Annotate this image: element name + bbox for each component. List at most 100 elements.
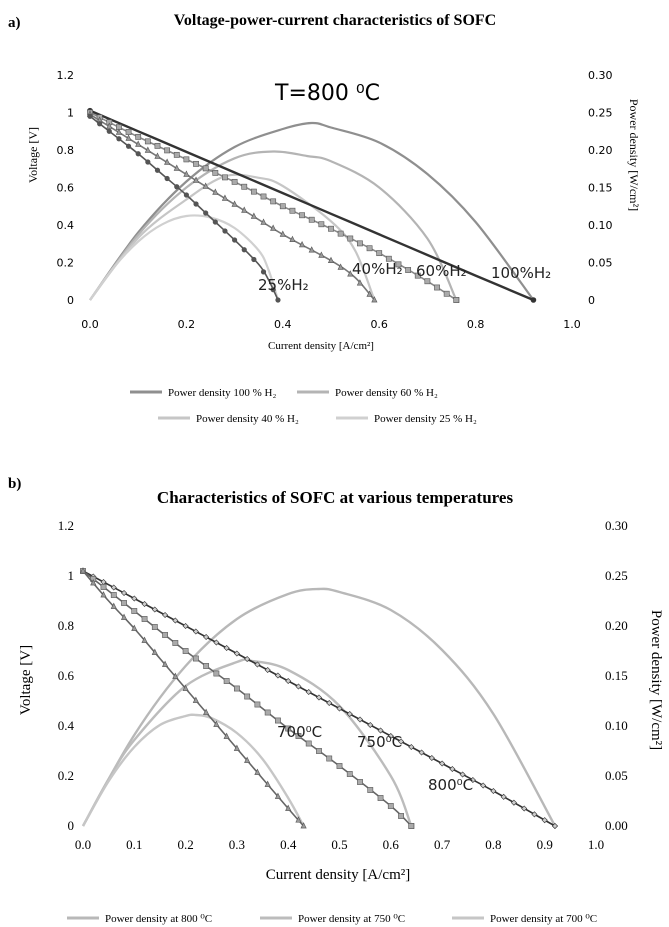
voltage-marker: [270, 198, 277, 205]
voltage-marker: [285, 804, 292, 811]
voltage-marker: [141, 616, 148, 622]
x-tick-label: 1.0: [588, 837, 604, 852]
voltage-marker: [346, 771, 353, 777]
voltage-marker: [172, 617, 179, 624]
voltage-marker: [299, 212, 305, 219]
legend-label: Power density at 750 ⁰C: [298, 913, 405, 925]
panel-a-annotation: T=800 ⁰C: [274, 81, 380, 106]
voltage-marker: [241, 183, 248, 190]
voltage-marker: [223, 644, 230, 652]
y-left-tick-label: 0: [67, 294, 74, 307]
voltage-marker: [144, 138, 151, 145]
voltage-marker: [244, 693, 251, 700]
voltage-marker: [131, 608, 138, 614]
voltage-marker: [250, 188, 257, 195]
voltage-marker: [173, 164, 180, 171]
power-curve-1: [89, 150, 458, 301]
voltage-marker: [213, 720, 220, 727]
voltage-marker: [414, 272, 421, 279]
y-left-tick-label: 0.8: [57, 144, 75, 157]
voltage-marker: [234, 685, 240, 692]
voltage-marker: [357, 240, 363, 247]
voltage-marker: [295, 816, 302, 823]
voltage-marker: [367, 787, 374, 793]
legend-label: Power density 40 % H₂: [196, 413, 299, 425]
voltage-marker: [367, 721, 374, 729]
voltage-marker: [387, 803, 394, 809]
voltage-marker: [212, 188, 219, 195]
voltage-marker: [295, 733, 302, 739]
voltage-marker: [377, 795, 384, 801]
voltage-marker: [408, 823, 415, 829]
panel-b-label: b): [8, 476, 21, 492]
voltage-marker: [385, 255, 392, 262]
y-right-tick-label: 0.00: [605, 818, 628, 833]
voltage-marker: [305, 740, 312, 747]
voltage-marker: [308, 246, 315, 253]
voltage-series-2: [79, 567, 307, 829]
voltage-marker: [172, 672, 179, 679]
voltage-marker: [530, 297, 537, 303]
voltage-marker: [418, 749, 425, 756]
voltage-marker: [131, 595, 138, 602]
voltage-marker: [192, 696, 199, 703]
power-curve-0: [81, 587, 557, 827]
voltage-marker: [346, 710, 353, 718]
panel-b-legend: Power density at 800 ⁰C Power density at …: [67, 913, 597, 925]
x-tick-label: 0.8: [485, 837, 501, 852]
voltage-marker: [274, 792, 282, 799]
voltage-marker: [254, 661, 261, 668]
y-left-tick-label: 1: [67, 107, 74, 120]
voltage-marker: [428, 754, 435, 762]
voltage-marker: [135, 140, 142, 147]
voltage-marker: [145, 159, 151, 165]
voltage-marker: [366, 245, 373, 252]
voltage-marker: [106, 128, 112, 134]
voltage-marker: [251, 256, 257, 263]
voltage-curve-2: [89, 113, 376, 301]
y-right-tick-label: 0.15: [605, 668, 628, 683]
voltage-marker: [121, 589, 128, 597]
curve-label: 750⁰C: [357, 733, 402, 751]
voltage-series-0: [87, 107, 537, 303]
voltage-marker: [212, 169, 219, 176]
voltage-marker: [439, 760, 446, 767]
voltage-series-1: [87, 109, 460, 303]
voltage-marker: [241, 247, 247, 253]
voltage-marker: [192, 628, 199, 635]
voltage-marker: [459, 771, 466, 778]
voltage-marker: [308, 216, 315, 223]
y-left-tick-label: 1.2: [57, 69, 75, 82]
voltage-marker: [289, 207, 296, 214]
voltage-marker: [87, 113, 93, 119]
y-right-tick-label: 0.25: [605, 568, 628, 583]
legend-label: Power density at 800 ⁰C: [105, 913, 212, 925]
voltage-marker: [551, 822, 558, 830]
y-left-tick-label: 0.6: [57, 182, 75, 195]
voltage-marker: [120, 613, 128, 620]
x-tick-label: 0.6: [383, 837, 400, 852]
voltage-marker: [233, 650, 240, 657]
voltage-marker: [264, 666, 271, 674]
voltage-marker: [183, 170, 190, 177]
legend-label: Power density 60 % H₂: [335, 387, 438, 399]
voltage-curve-0: [89, 109, 534, 302]
voltage-marker: [222, 228, 228, 234]
voltage-marker: [398, 813, 404, 819]
voltage-marker: [162, 611, 169, 619]
legend-label: Power density 100 % H₂: [168, 387, 276, 399]
voltage-marker: [480, 782, 487, 789]
voltage-marker: [356, 279, 364, 286]
y-right-tick-label: 0.30: [588, 69, 613, 82]
curve-label: 25%H₂: [258, 276, 309, 294]
y-left-tick-label: 1.2: [58, 518, 74, 533]
voltage-marker: [164, 175, 170, 182]
voltage-marker: [173, 151, 180, 158]
y-right-tick-label: 0: [588, 294, 595, 307]
voltage-marker: [183, 156, 190, 163]
voltage-marker: [151, 606, 158, 613]
voltage-marker: [151, 648, 158, 655]
voltage-marker: [347, 270, 354, 277]
voltage-marker: [203, 663, 210, 669]
voltage-marker: [125, 129, 132, 135]
